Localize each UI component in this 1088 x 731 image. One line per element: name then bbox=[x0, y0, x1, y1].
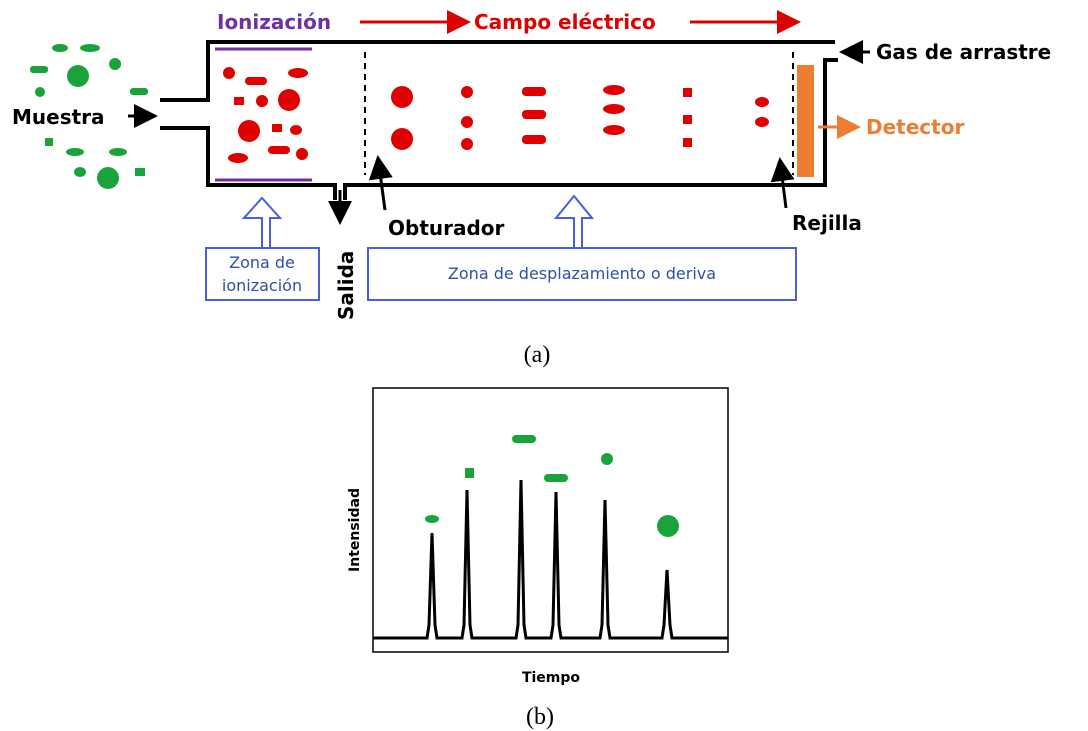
label: Rejilla bbox=[792, 211, 862, 235]
grids bbox=[365, 52, 793, 175]
caption: (b) bbox=[526, 704, 554, 730]
y-axis-label: Intensidad bbox=[347, 488, 363, 572]
label: ionización bbox=[222, 276, 302, 295]
label: Zona de bbox=[229, 253, 295, 272]
figure: Ionización Campo eléctrico Gas de arrast… bbox=[0, 0, 1088, 731]
label: Obturador bbox=[388, 216, 505, 240]
label: Campo eléctrico bbox=[474, 10, 656, 34]
label: Gas de arrastre bbox=[876, 40, 1051, 64]
label: Ionización bbox=[217, 10, 331, 34]
label: Salida bbox=[334, 251, 358, 320]
ions bbox=[223, 67, 769, 163]
label: Detector bbox=[866, 115, 964, 139]
detector-plate bbox=[797, 65, 814, 177]
x-axis-label: Tiempo bbox=[522, 670, 580, 686]
caption: (a) bbox=[524, 342, 551, 368]
tube bbox=[160, 42, 838, 200]
label: Muestra bbox=[12, 105, 105, 129]
label: Zona de desplazamiento o deriva bbox=[448, 264, 716, 283]
labels-a: Ionización Campo eléctrico Gas de arrast… bbox=[12, 10, 1051, 368]
